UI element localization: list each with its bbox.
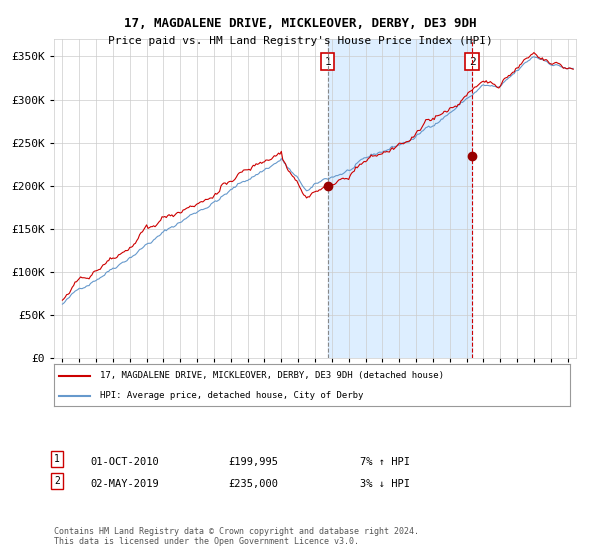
Text: £235,000: £235,000 xyxy=(228,479,278,489)
Text: 02-MAY-2019: 02-MAY-2019 xyxy=(90,479,159,489)
Text: 1: 1 xyxy=(54,454,60,464)
Text: 01-OCT-2010: 01-OCT-2010 xyxy=(90,457,159,467)
Text: 3% ↓ HPI: 3% ↓ HPI xyxy=(360,479,410,489)
Text: 17, MAGDALENE DRIVE, MICKLEOVER, DERBY, DE3 9DH: 17, MAGDALENE DRIVE, MICKLEOVER, DERBY, … xyxy=(124,17,476,30)
Text: 17, MAGDALENE DRIVE, MICKLEOVER, DERBY, DE3 9DH (detached house): 17, MAGDALENE DRIVE, MICKLEOVER, DERBY, … xyxy=(100,371,445,380)
Text: 1: 1 xyxy=(324,57,331,67)
Text: 7% ↑ HPI: 7% ↑ HPI xyxy=(360,457,410,467)
Bar xyxy=(328,39,472,358)
Text: £199,995: £199,995 xyxy=(228,457,278,467)
Text: 2: 2 xyxy=(54,477,60,487)
Text: HPI: Average price, detached house, City of Derby: HPI: Average price, detached house, City… xyxy=(100,391,364,400)
Text: Contains HM Land Registry data © Crown copyright and database right 2024.
This d: Contains HM Land Registry data © Crown c… xyxy=(54,526,419,546)
Text: 2: 2 xyxy=(469,57,475,67)
Text: Price paid vs. HM Land Registry's House Price Index (HPI): Price paid vs. HM Land Registry's House … xyxy=(107,36,493,46)
